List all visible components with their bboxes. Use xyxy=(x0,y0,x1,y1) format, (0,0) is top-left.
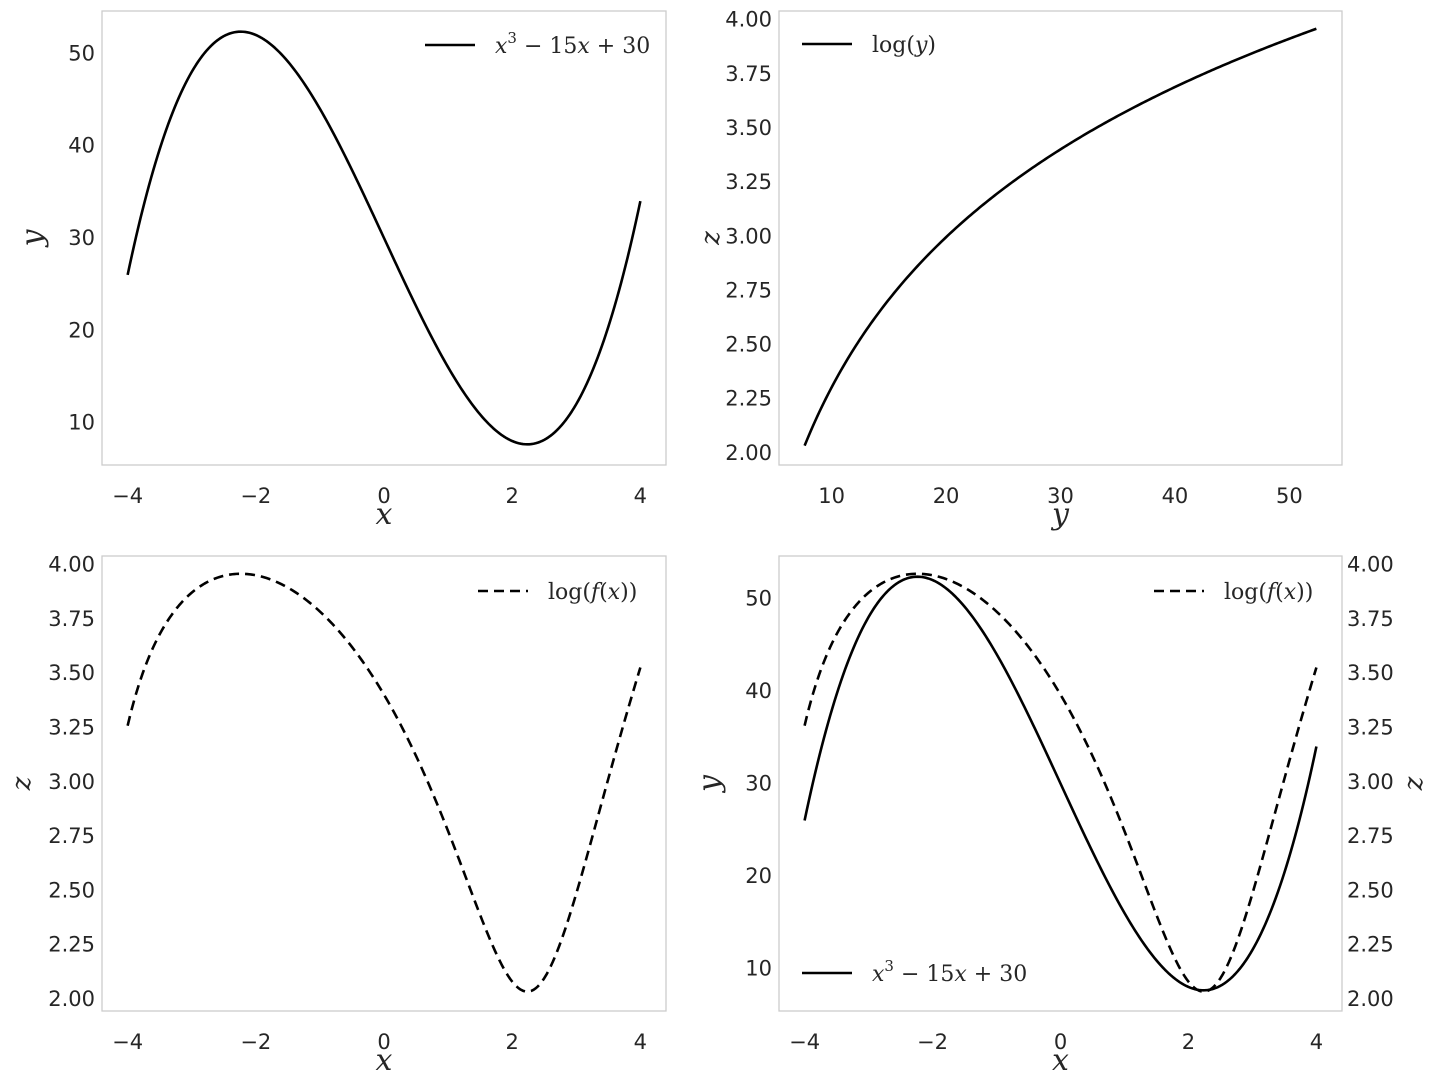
y-tick-label: 50 xyxy=(68,41,95,65)
y-tick-label: 10 xyxy=(745,956,772,980)
y-tick-label: 2.00 xyxy=(725,441,772,465)
legend-label-cubic: x3 − 15x + 30 xyxy=(495,29,650,59)
x-tick-label: −2 xyxy=(917,1030,948,1054)
y-right-tick-label: 3.00 xyxy=(1347,770,1394,794)
y-right-axis-label: z xyxy=(1399,776,1429,791)
y-tick-label: 3.75 xyxy=(725,62,772,86)
y-tick-label: 2.25 xyxy=(725,387,772,411)
x-tick-label: −4 xyxy=(112,1030,143,1054)
series-line-logf xyxy=(126,572,642,993)
x-tick-label: 2 xyxy=(1182,1030,1195,1054)
y-axis-label: z xyxy=(696,231,726,246)
x-tick-label: 4 xyxy=(634,1030,647,1054)
legend-label-logf: log(f(x)) xyxy=(548,580,637,605)
x-tick-label: 0 xyxy=(377,1030,390,1054)
y-right-tick-label: 4.00 xyxy=(1347,553,1394,577)
chart-panel-3: −4 −2 0 2 4 2.00 2.25 2.50 2.75 3.00 3.25 3.50 3.75 4… xyxy=(7,553,667,1078)
chart-panel-4: −4 −2 0 2 4 10 20 30 40 50 2.00 2.25 2.50 2.75 3.00 3.2… xyxy=(692,553,1429,1078)
series-line-log xyxy=(803,27,1317,447)
x-tick-label: 2 xyxy=(505,484,518,508)
y-tick-label: 20 xyxy=(745,864,772,888)
x-tick-label: 20 xyxy=(933,484,960,508)
y-tick-label: 3.50 xyxy=(48,661,95,685)
x-tick-label: 4 xyxy=(1310,1030,1323,1054)
y-right-tick-label: 3.25 xyxy=(1347,715,1394,739)
plot-frame xyxy=(101,10,667,466)
y-axis-label: y xyxy=(692,774,727,794)
x-tick-label: 30 xyxy=(1047,484,1074,508)
y-right-tick-label: 3.75 xyxy=(1347,607,1394,631)
y-tick-label: 30 xyxy=(68,226,95,250)
y-tick-label: 4.00 xyxy=(725,8,772,32)
x-tick-label: 2 xyxy=(505,1030,518,1054)
y-tick-label: 40 xyxy=(745,679,772,703)
chart-panel-1: −4 −2 0 2 4 10 20 30 40 50 x y x3 − 15x + 30 xyxy=(15,10,667,532)
x-tick-label: −4 xyxy=(789,1030,820,1054)
x-axis-label: x xyxy=(1052,1043,1069,1078)
x-tick-label: 0 xyxy=(377,484,390,508)
y-right-tick-label: 3.50 xyxy=(1347,661,1394,685)
y-tick-label: 20 xyxy=(68,318,95,342)
y-right-tick-label: 2.50 xyxy=(1347,878,1394,902)
y-tick-label: 10 xyxy=(68,411,95,435)
y-tick-label: 2.75 xyxy=(48,824,95,848)
x-axis-label: x xyxy=(376,497,393,532)
legend-label-cubic: x3 − 15x + 30 xyxy=(872,957,1027,987)
plot-frame xyxy=(778,10,1343,466)
legend-label-logf: log(f(x)) xyxy=(1224,580,1313,605)
x-tick-label: 4 xyxy=(634,484,647,508)
y-axis-label: y xyxy=(15,228,50,248)
series-line-cubic xyxy=(126,30,642,446)
x-tick-label: 40 xyxy=(1162,484,1189,508)
y-tick-label: 3.50 xyxy=(725,116,772,140)
y-tick-label: 2.25 xyxy=(48,933,95,957)
y-tick-label: 3.00 xyxy=(48,770,95,794)
y-tick-label: 30 xyxy=(745,772,772,796)
x-tick-label: −2 xyxy=(240,1030,271,1054)
y-tick-label: 3.25 xyxy=(48,715,95,739)
y-tick-label: 3.25 xyxy=(725,170,772,194)
x-axis-label: x xyxy=(376,1043,393,1078)
plot-frame xyxy=(101,555,667,1012)
x-tick-label: −4 xyxy=(112,484,143,508)
y-tick-label: 2.50 xyxy=(725,333,772,357)
x-tick-label: 50 xyxy=(1276,484,1303,508)
legend-label-log-y: log(y) xyxy=(872,33,936,58)
chart-panel-2: 10 20 30 40 50 2.00 2.25 2.50 2.75 3.00 3.25 3.50 3.… xyxy=(696,8,1343,532)
y-tick-label: 50 xyxy=(745,587,772,611)
x-tick-label: −2 xyxy=(240,484,271,508)
y-right-tick-label: 2.75 xyxy=(1347,824,1394,848)
y-tick-label: 4.00 xyxy=(48,553,95,577)
y-tick-label: 3.00 xyxy=(725,224,772,248)
y-tick-label: 2.00 xyxy=(48,987,95,1011)
y-right-tick-label: 2.00 xyxy=(1347,987,1394,1011)
y-right-tick-label: 2.25 xyxy=(1347,933,1394,957)
y-tick-label: 2.50 xyxy=(48,878,95,902)
y-tick-label: 2.75 xyxy=(725,278,772,302)
x-tick-label: 0 xyxy=(1054,1030,1067,1054)
y-tick-label: 40 xyxy=(68,134,95,158)
x-tick-label: 10 xyxy=(818,484,845,508)
y-axis-label: z xyxy=(7,776,37,791)
x-axis-label: y xyxy=(1050,497,1070,532)
y-tick-label: 3.75 xyxy=(48,607,95,631)
series-line-cubic xyxy=(803,575,1318,992)
plot-frame xyxy=(778,555,1343,1012)
